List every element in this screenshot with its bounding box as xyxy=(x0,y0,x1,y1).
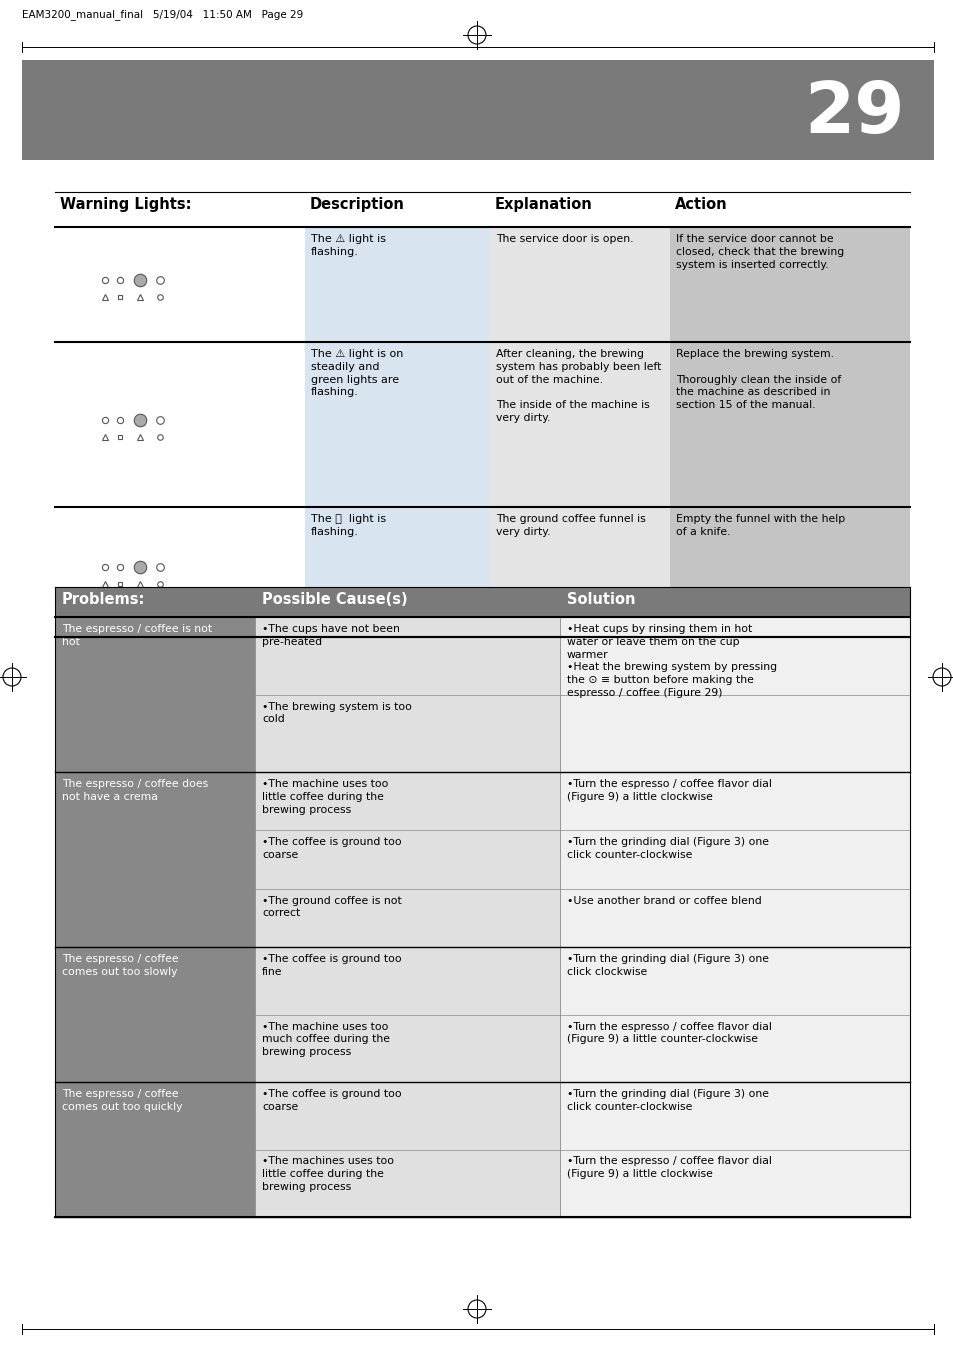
Bar xyxy=(254,617,559,772)
Text: The espresso / coffee is not
hot: The espresso / coffee is not hot xyxy=(62,624,212,647)
Text: The espresso / coffee
comes out too slowly: The espresso / coffee comes out too slow… xyxy=(62,954,178,977)
Text: Description: Description xyxy=(310,197,404,212)
Text: After cleaning, the brewing
system has probably been left
out of the machine.

T: After cleaning, the brewing system has p… xyxy=(496,349,660,423)
Text: Replace the brewing system.

Thoroughly clean the inside of
the machine as descr: Replace the brewing system. Thoroughly c… xyxy=(676,349,841,410)
Text: •Turn the espresso / coffee flavor dial
(Figure 9) a little counter-clockwise: •Turn the espresso / coffee flavor dial … xyxy=(566,1022,771,1045)
Bar xyxy=(490,227,669,342)
Bar xyxy=(55,342,305,508)
Text: The service door is open.: The service door is open. xyxy=(496,233,633,244)
Bar xyxy=(305,508,490,636)
Text: The espresso / coffee
comes out too quickly: The espresso / coffee comes out too quic… xyxy=(62,1090,182,1111)
Text: Warning Lights:: Warning Lights: xyxy=(60,197,192,212)
Bar xyxy=(490,342,669,508)
Text: The ⛏  light is
flashing.: The ⛏ light is flashing. xyxy=(311,514,386,537)
Bar xyxy=(305,227,490,342)
Bar xyxy=(55,227,305,342)
Text: •The coffee is ground too
coarse: •The coffee is ground too coarse xyxy=(262,1090,401,1111)
Text: •Use another brand or coffee blend: •Use another brand or coffee blend xyxy=(566,896,760,905)
Bar xyxy=(55,947,254,1082)
Text: •Turn the grinding dial (Figure 3) one
click clockwise: •Turn the grinding dial (Figure 3) one c… xyxy=(566,954,768,977)
Text: EAM3200_manual_final   5/19/04   11:50 AM   Page 29: EAM3200_manual_final 5/19/04 11:50 AM Pa… xyxy=(22,9,303,20)
Text: Empty the funnel with the help
of a knife.: Empty the funnel with the help of a knif… xyxy=(676,514,844,537)
Bar xyxy=(254,947,559,1082)
Bar xyxy=(55,1082,254,1217)
Text: Solution: Solution xyxy=(566,592,635,607)
Text: •The machines uses too
little coffee during the
brewing process: •The machines uses too little coffee dur… xyxy=(262,1156,394,1191)
Text: •The coffee is ground too
fine: •The coffee is ground too fine xyxy=(262,954,401,977)
Text: •Turn the espresso / coffee flavor dial
(Figure 9) a little clockwise: •Turn the espresso / coffee flavor dial … xyxy=(566,1156,771,1179)
Text: •Turn the grinding dial (Figure 3) one
click counter-clockwise: •Turn the grinding dial (Figure 3) one c… xyxy=(566,837,768,860)
Bar xyxy=(22,60,933,160)
Text: The espresso / coffee does
not have a crema: The espresso / coffee does not have a cr… xyxy=(62,779,208,802)
Text: •Turn the grinding dial (Figure 3) one
click counter-clockwise: •Turn the grinding dial (Figure 3) one c… xyxy=(566,1090,768,1111)
Bar xyxy=(305,342,490,508)
Text: Possible Cause(s): Possible Cause(s) xyxy=(262,592,407,607)
Bar xyxy=(669,342,909,508)
Text: Problems:: Problems: xyxy=(62,592,145,607)
Bar xyxy=(55,772,254,947)
Text: •The ground coffee is not
correct: •The ground coffee is not correct xyxy=(262,896,401,919)
Text: •The cups have not been
pre-heated: •The cups have not been pre-heated xyxy=(262,624,399,647)
Text: The ground coffee funnel is
very dirty.: The ground coffee funnel is very dirty. xyxy=(496,514,645,537)
Bar xyxy=(254,1082,559,1217)
Bar xyxy=(55,508,305,636)
Bar xyxy=(669,227,909,342)
Text: •The machine uses too
much coffee during the
brewing process: •The machine uses too much coffee during… xyxy=(262,1022,390,1057)
Text: •The coffee is ground too
coarse: •The coffee is ground too coarse xyxy=(262,837,401,860)
Bar xyxy=(559,947,909,1082)
Text: The ⚠ light is on
steadily and
green lights are
flashing.: The ⚠ light is on steadily and green lig… xyxy=(311,349,403,398)
Bar xyxy=(55,191,909,227)
Text: •The brewing system is too
cold: •The brewing system is too cold xyxy=(262,702,412,725)
Text: •Heat cups by rinsing them in hot
water or leave them on the cup
warmer
•Heat th: •Heat cups by rinsing them in hot water … xyxy=(566,624,777,697)
Text: •Turn the espresso / coffee flavor dial
(Figure 9) a little clockwise: •Turn the espresso / coffee flavor dial … xyxy=(566,779,771,802)
Bar xyxy=(55,588,909,617)
Text: Explanation: Explanation xyxy=(495,197,592,212)
Bar xyxy=(669,508,909,636)
Bar xyxy=(559,772,909,947)
Text: If the service door cannot be
closed, check that the brewing
system is inserted : If the service door cannot be closed, ch… xyxy=(676,233,843,270)
Bar xyxy=(254,772,559,947)
Bar xyxy=(55,617,254,772)
Text: Action: Action xyxy=(675,197,727,212)
Bar xyxy=(490,508,669,636)
Text: 29: 29 xyxy=(803,79,904,148)
Bar xyxy=(559,617,909,772)
Text: The ⚠ light is
flashing.: The ⚠ light is flashing. xyxy=(311,233,386,256)
Bar xyxy=(559,1082,909,1217)
Text: •The machine uses too
little coffee during the
brewing process: •The machine uses too little coffee duri… xyxy=(262,779,388,814)
